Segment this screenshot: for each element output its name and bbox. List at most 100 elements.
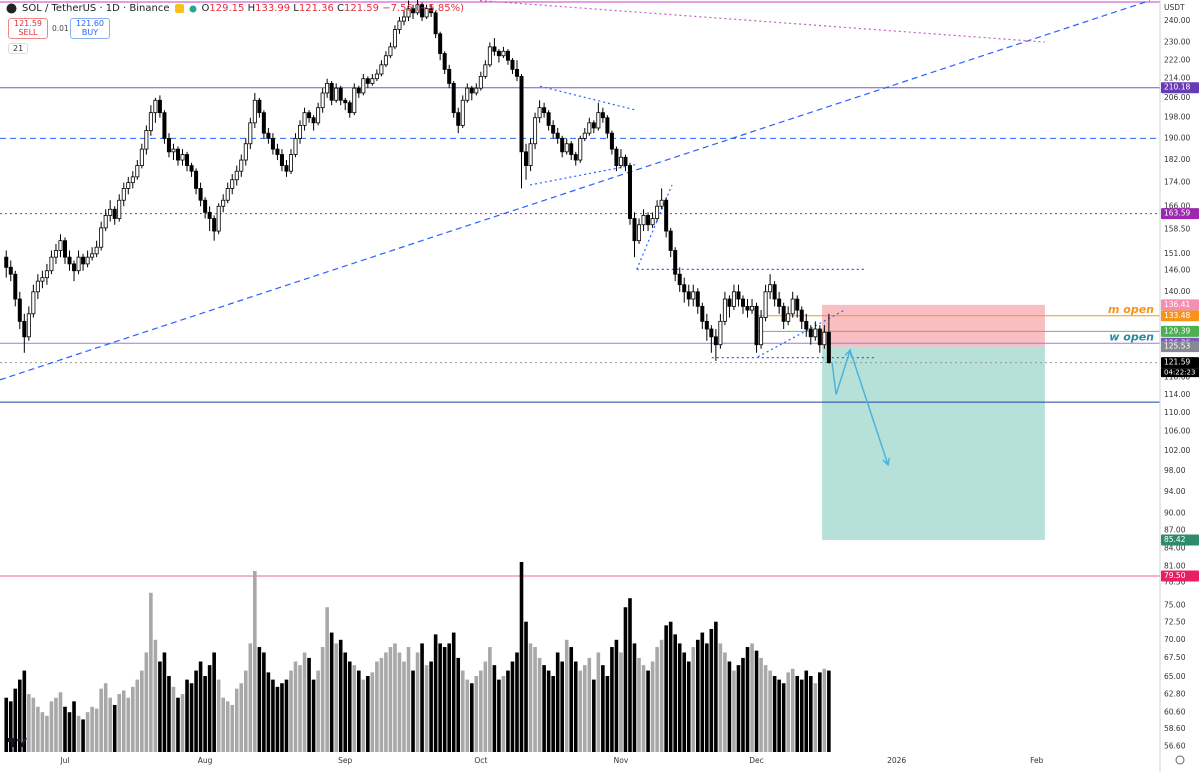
volume-bar xyxy=(709,628,714,752)
volume-bar xyxy=(497,679,501,752)
volume-bar xyxy=(90,706,94,752)
volume-bar xyxy=(551,676,555,752)
volume-bar xyxy=(63,706,67,752)
y-tick-label: 114.00 xyxy=(1164,390,1190,399)
volume-bar xyxy=(646,670,650,752)
candle-body xyxy=(704,320,709,330)
volume-bar xyxy=(479,670,483,752)
candle-body xyxy=(221,199,226,207)
candle-body xyxy=(320,92,325,109)
volume-bar xyxy=(194,670,198,752)
volume-bar xyxy=(768,670,772,752)
candle-body xyxy=(62,240,67,258)
y-tick-label: 81.00 xyxy=(1164,562,1186,571)
y-tick-label: 56.60 xyxy=(1164,742,1186,751)
volume-bar xyxy=(578,670,583,752)
volume-bar xyxy=(456,657,461,752)
candle-body xyxy=(26,313,31,338)
candle-body xyxy=(768,284,773,293)
candle-body xyxy=(216,205,221,232)
candle-body xyxy=(180,154,185,161)
volume-bar xyxy=(262,652,266,752)
legend-label: L xyxy=(293,3,299,14)
buy-button[interactable]: 121.60 BUY xyxy=(70,18,110,39)
candle-body xyxy=(356,87,361,94)
volume-bar xyxy=(36,706,40,752)
candle-body xyxy=(44,270,49,279)
volume-bar xyxy=(370,672,375,752)
candle-body xyxy=(524,151,529,166)
volume-bar xyxy=(198,661,203,752)
price-axis: USDT 240.00 230.00 222.00 214.00 206.00 198.0… xyxy=(59,0,1200,772)
volume-bar xyxy=(438,643,442,752)
candle-body xyxy=(117,199,122,219)
volume-bar xyxy=(81,719,85,752)
symbol-icon xyxy=(6,3,17,14)
candle-body xyxy=(298,124,303,139)
candle-body xyxy=(433,12,438,35)
volume-bar xyxy=(31,697,36,752)
candle-body xyxy=(646,215,651,226)
volume-bar xyxy=(402,661,406,752)
volume-bar xyxy=(677,643,682,752)
symbol-title[interactable]: SOL / TetherUS · 1D · Binance xyxy=(22,3,170,14)
volume-bar xyxy=(433,634,438,752)
legend-value: 129.15 xyxy=(209,3,245,14)
volume-bar xyxy=(641,665,646,752)
candle-body xyxy=(85,256,90,265)
sell-button[interactable]: 121.59 SELL xyxy=(8,18,48,39)
candle-body xyxy=(496,50,501,57)
y-tick-label: 102.00 xyxy=(1164,446,1190,455)
volume-bar xyxy=(772,676,777,752)
volume-bar xyxy=(58,692,63,752)
volume-bar xyxy=(537,657,542,752)
level-tag-bg xyxy=(1161,570,1199,582)
candle-body xyxy=(822,331,827,346)
volume-bar xyxy=(460,670,465,752)
volume-bar xyxy=(225,701,230,752)
candle-body xyxy=(551,124,556,134)
status-dot xyxy=(189,5,196,12)
legend-label: C xyxy=(337,3,345,14)
candle-body xyxy=(740,298,745,307)
level-tag: 210.18 xyxy=(1164,83,1190,92)
candle-body xyxy=(261,112,266,134)
y-tick-label: 106.00 xyxy=(1164,427,1190,436)
volume-bar xyxy=(483,661,488,752)
volume-bar xyxy=(732,670,736,752)
candle-body xyxy=(392,29,397,48)
y-tick-label: 146.00 xyxy=(1164,266,1190,275)
y-tick-label: 110.00 xyxy=(1164,408,1190,417)
candle-body xyxy=(166,138,171,153)
y-tick-label: 72.50 xyxy=(1164,617,1186,626)
candle-body xyxy=(81,256,86,265)
candle-body xyxy=(537,107,542,119)
volume-bar xyxy=(375,661,379,752)
candle-body xyxy=(76,256,81,272)
candle-body xyxy=(316,107,321,124)
y-tick-label: 84.00 xyxy=(1164,543,1186,552)
candle-body xyxy=(614,148,619,166)
volume-bar xyxy=(424,665,429,752)
legend-label: H xyxy=(247,3,256,14)
volume-bar xyxy=(555,652,560,752)
candle-body xyxy=(365,78,370,84)
y-tick-label: 98.00 xyxy=(1164,466,1186,475)
candle-body xyxy=(293,138,298,155)
candle-body xyxy=(4,256,9,268)
level-tag: 163.59 xyxy=(1164,209,1190,218)
candle-body xyxy=(786,313,791,322)
trend-line xyxy=(0,0,1150,381)
candle-body xyxy=(162,112,167,139)
candle-body xyxy=(58,240,63,251)
indicator-toggle[interactable]: 21 xyxy=(8,43,29,54)
candle-body xyxy=(438,33,443,54)
candle-body xyxy=(135,165,140,178)
legend-value: 133.99 xyxy=(255,3,291,14)
settings-icon[interactable] xyxy=(1175,755,1185,765)
volume-bar xyxy=(515,652,519,752)
candle-body xyxy=(288,154,293,172)
candle-body xyxy=(456,112,461,126)
candle-body xyxy=(447,68,452,84)
